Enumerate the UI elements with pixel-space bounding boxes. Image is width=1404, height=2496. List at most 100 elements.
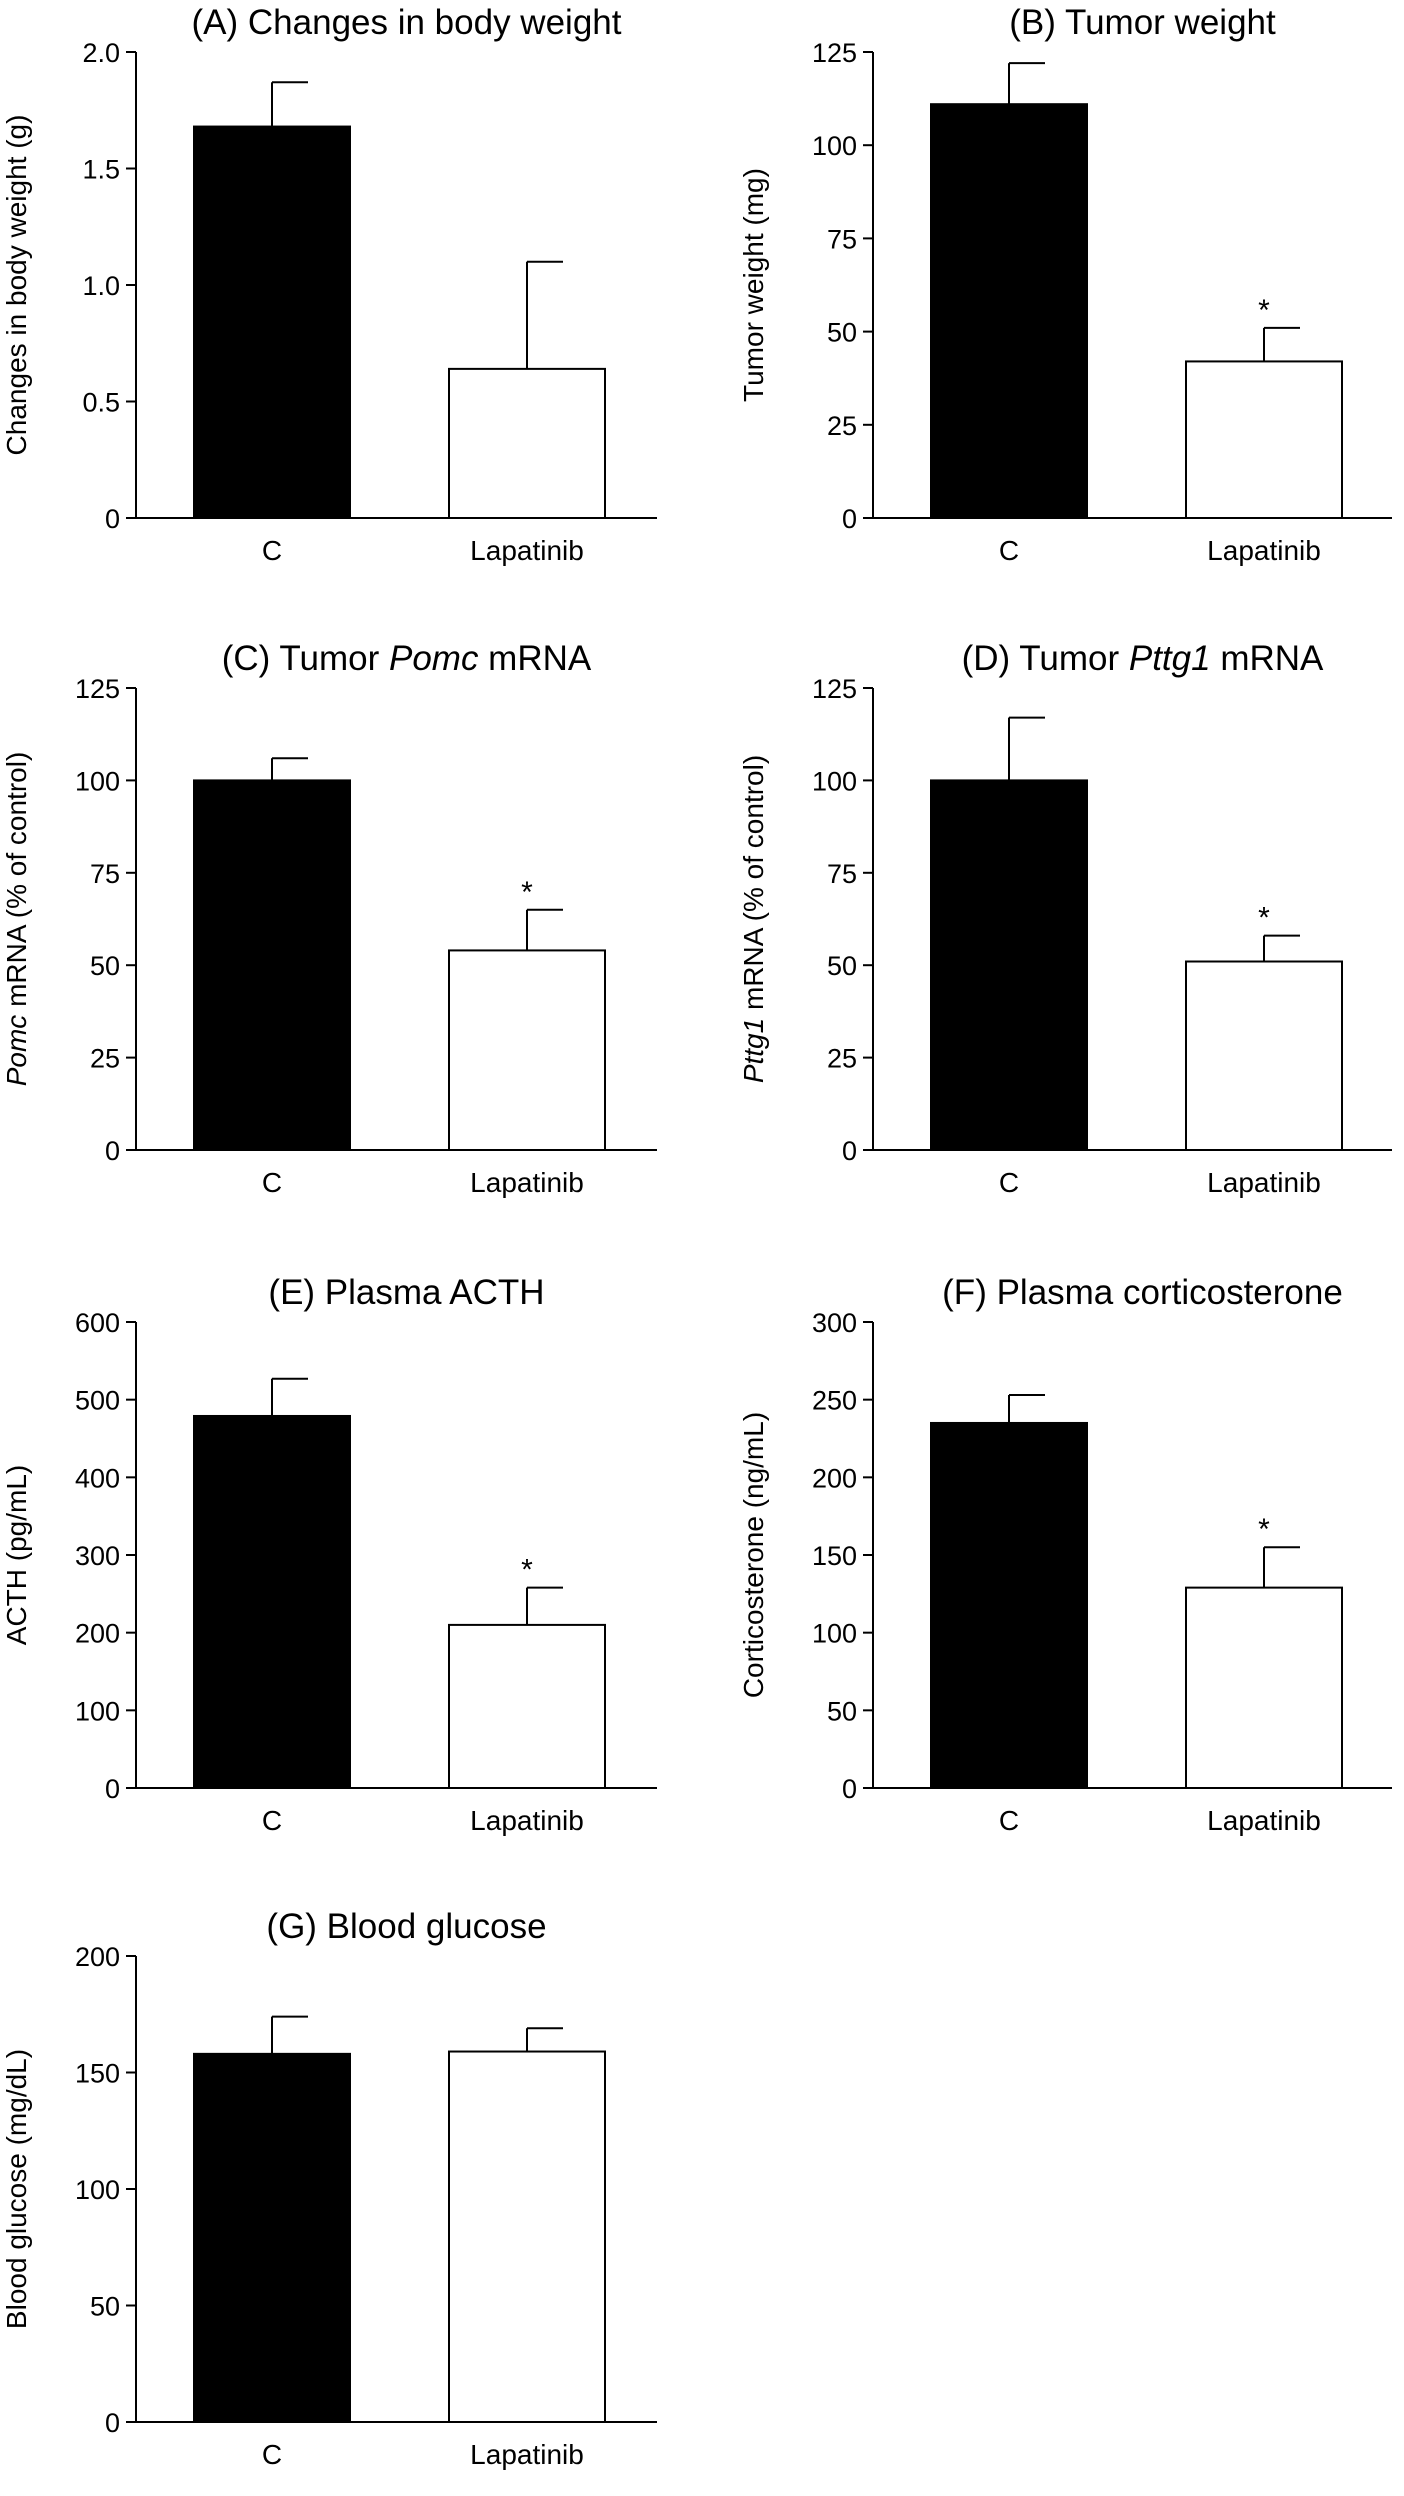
y-tick-label: 0 [842,1136,857,1166]
x-category-label: Lapatinib [470,1805,584,1836]
chart-title-text: (G) Blood glucose [266,1907,546,1946]
chart-panel-e: (E) Plasma ACTH ACTH (pg/mL) 0 100 200 300 400… [1,1273,657,1836]
y-tick-label: 125 [75,674,120,704]
y-tick-label: 100 [75,2175,120,2205]
y-tick-label: 1.5 [82,155,120,185]
y-axis-label: Tumor weight (mg) [738,168,769,402]
chart-title-text: (F) Plasma corticosterone [942,1273,1343,1312]
x-category-label: Lapatinib [470,535,584,566]
y-tick-label: 50 [827,318,857,348]
y-tick-label: 500 [75,1386,120,1416]
y-axis-label-gene: Pttg1 [738,1018,769,1083]
x-category-label: C [999,1167,1019,1198]
y-tick-label: 300 [75,1541,120,1571]
chart-title: (D) Tumor Pttg1 mRNA [962,639,1324,678]
y-tick-label: 50 [827,951,857,981]
y-axis-label: Pttg1 mRNA (% of control) [738,755,769,1083]
x-category-label: Lapatinib [470,1167,584,1198]
y-tick-label: 50 [827,1696,857,1726]
y-tick-label: 0 [842,504,857,534]
y-tick-label: 100 [812,766,857,796]
chart-title-gene: Pttg1 [1129,639,1211,678]
y-tick-label: 100 [75,1696,120,1726]
y-tick-label: 0 [105,1136,120,1166]
y-tick-label: 200 [75,1619,120,1649]
y-tick-label: 125 [812,38,857,68]
y-axis-label: Blood glucose (mg/dL) [1,2049,32,2329]
bar-lapatinib [448,949,606,1152]
y-tick-label: 0 [105,2408,120,2438]
y-tick-label: 100 [812,1619,857,1649]
x-category-label: Lapatinib [1207,535,1321,566]
significance-marker: * [1258,1513,1270,1546]
y-tick-label: 75 [90,859,120,889]
bar-control [930,1421,1088,1789]
chart-title-text: (B) Tumor weight [1009,3,1276,42]
y-tick-label: 100 [75,766,120,796]
bar-lapatinib [1185,960,1343,1152]
significance-marker: * [1258,902,1270,935]
y-axis-label-text: ACTH (pg/mL) [1,1465,32,1645]
chart-title-text: (E) Plasma ACTH [268,1273,544,1312]
bar-control [930,103,1088,520]
x-category-label: Lapatinib [470,2439,584,2470]
y-tick-label: 150 [75,2059,120,2089]
x-category-label: Lapatinib [1207,1805,1321,1836]
chart-panel-g: (G) Blood glucose Blood glucose (mg/dL) 0 5… [1,1907,657,2470]
x-category-label: C [262,1167,282,1198]
y-tick-label: 200 [812,1463,857,1493]
bar-lapatinib [448,1623,606,1790]
y-axis-label-text: Tumor weight (mg) [738,168,769,402]
chart-title: (E) Plasma ACTH [268,1273,544,1312]
y-tick-label: 200 [75,1942,120,1972]
y-tick-label: 50 [90,951,120,981]
chart-title-gene: Pomc [389,639,479,678]
chart-title: (F) Plasma corticosterone [942,1273,1343,1312]
bar-lapatinib [448,2050,606,2424]
y-axis-label-text: mRNA (% of control) [738,755,769,1018]
y-axis-label-gene: Pomc [1,1015,32,1087]
bar-control [193,2052,351,2424]
x-category-label: Lapatinib [1207,1167,1321,1198]
y-tick-label: 250 [812,1386,857,1416]
chart-panel-a: (A) Changes in body weight Changes in bod… [1,3,657,566]
y-axis-label: Corticosterone (ng/mL) [738,1412,769,1698]
bar-control [193,1414,351,1790]
chart-panel-b: (B) Tumor weight Tumor weight (mg) 0 25 50 75… [738,3,1392,566]
x-category-label: C [262,2439,282,2470]
y-axis-label-text: Blood glucose (mg/dL) [1,2049,32,2329]
chart-title: (A) Changes in body weight [192,3,622,42]
chart-title-suffix: mRNA [1211,639,1324,678]
chart-title-text: (A) Changes in body weight [192,3,622,42]
bar-lapatinib [1185,1586,1343,1789]
y-tick-label: 25 [827,1044,857,1074]
y-tick-label: 400 [75,1463,120,1493]
y-tick-label: 0 [842,1774,857,1804]
chart-title-text: (C) Tumor [222,639,389,678]
y-axis-label-text: mRNA (% of control) [1,752,32,1015]
significance-marker: * [521,1554,533,1587]
x-category-label: C [262,535,282,566]
y-tick-label: 1.0 [82,271,120,301]
y-tick-label: 125 [812,674,857,704]
x-category-label: C [999,535,1019,566]
chart-title: (G) Blood glucose [266,1907,546,1946]
y-tick-label: 0.5 [82,388,120,418]
y-tick-label: 300 [812,1308,857,1338]
chart-title-text: (D) Tumor [962,639,1129,678]
chart-panel-f: (F) Plasma corticosterone Corticosterone … [738,1273,1392,1836]
y-tick-label: 100 [812,131,857,161]
y-tick-label: 25 [827,411,857,441]
bar-lapatinib [1185,360,1343,520]
y-axis-label-text: Changes in body weight (g) [1,115,32,456]
y-axis-label: Pomc mRNA (% of control) [1,752,32,1087]
chart-title: (B) Tumor weight [1009,3,1276,42]
chart-title-suffix: mRNA [478,639,591,678]
y-axis-label-text: Corticosterone (ng/mL) [738,1412,769,1698]
y-tick-label: 75 [827,224,857,254]
y-tick-label: 0 [105,504,120,534]
y-tick-label: 600 [75,1308,120,1338]
y-tick-label: 50 [90,2292,120,2322]
